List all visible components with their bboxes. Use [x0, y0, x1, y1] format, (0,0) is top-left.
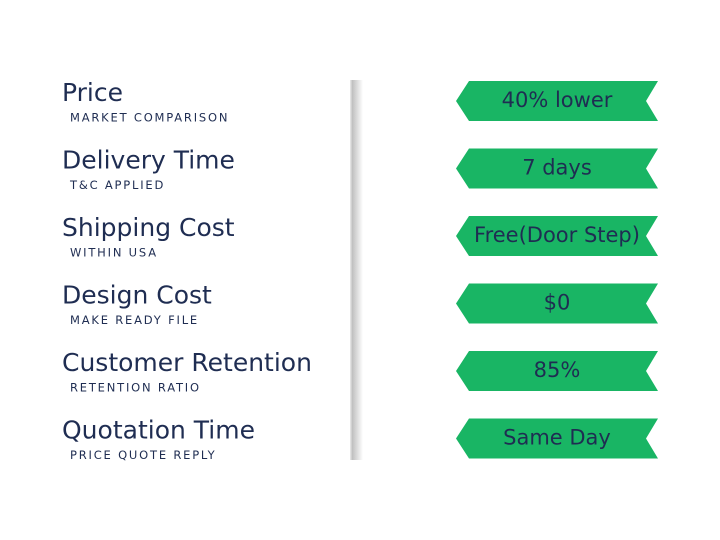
value-text: Free(Door Step)	[474, 223, 640, 247]
value-badge	[456, 418, 658, 459]
value-badge	[456, 81, 658, 121]
value-text: $0	[544, 291, 571, 315]
row-sublabel: MAKE READY FILE	[70, 313, 199, 327]
value-badge	[456, 351, 658, 391]
row-sublabel: RETENTION RATIO	[70, 381, 201, 395]
row-label: Quotation Time	[62, 416, 255, 445]
row-label: Delivery Time	[62, 146, 235, 175]
row-label: Shipping Cost	[62, 213, 235, 242]
value-text: 7 days	[522, 156, 592, 180]
value-text: 85%	[534, 358, 581, 382]
rows: Price MARKET COMPARISON 40% lower Delivery …	[62, 78, 658, 462]
row-sublabel: MARKET COMPARISON	[70, 111, 229, 125]
row-sublabel: PRICE QUOTE REPLY	[70, 448, 216, 462]
value-text: 40% lower	[502, 88, 613, 112]
row-sublabel: WITHIN USA	[70, 246, 158, 260]
row-label: Customer Retention	[62, 348, 312, 377]
row-label: Design Cost	[62, 281, 212, 310]
row-label: Price	[62, 78, 123, 107]
value-badge	[456, 148, 658, 189]
value-text: Same Day	[503, 426, 611, 450]
row-sublabel: T&C APPLIED	[69, 178, 165, 192]
value-badge	[456, 216, 658, 256]
divider-shadow	[351, 80, 363, 460]
value-badge	[456, 283, 658, 324]
